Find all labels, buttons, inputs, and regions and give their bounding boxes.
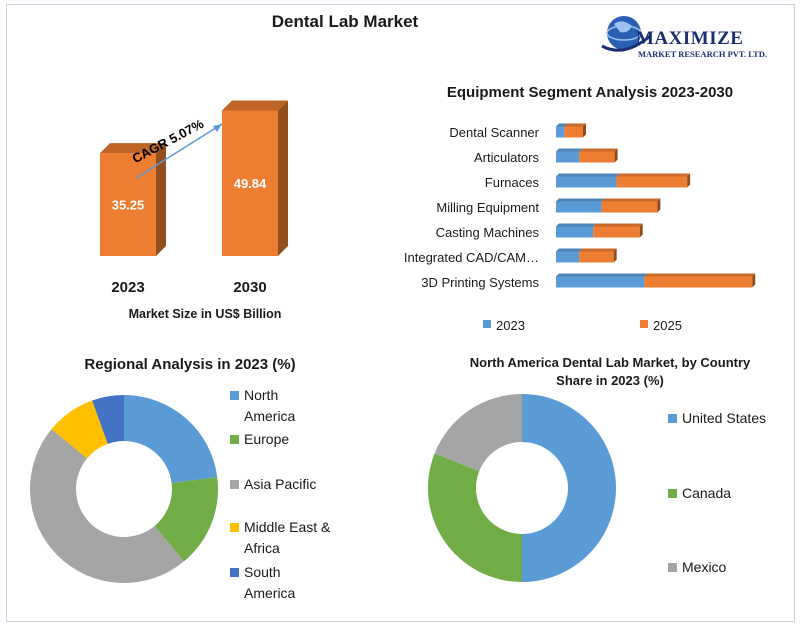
equipment-legend-label: 2023 (496, 318, 525, 333)
market-bar-top (100, 143, 166, 154)
na-chart-title: North America Dental Lab Market, by Coun… (445, 354, 775, 390)
equipment-bar-2023 (556, 251, 580, 263)
logo-subtitle: MARKET RESEARCH PVT. LTD. (638, 49, 768, 59)
equipment-bar-2025 (644, 276, 753, 288)
infographic-frame (6, 4, 795, 622)
market-bar-value: 35.25 (112, 198, 145, 213)
equipment-bar-2023 (556, 126, 565, 138)
equipment-bar-top (556, 148, 583, 152)
equipment-bar-2023 (556, 276, 645, 288)
regional-legend-swatch (230, 523, 239, 532)
equipment-bar-top (616, 173, 691, 177)
equipment-bar-2025 (579, 151, 615, 163)
equipment-bar-chart: Dental Scanner Articulators Furnaces Millin… (404, 123, 756, 333)
market-bar-side (156, 143, 166, 256)
market-bar-value: 49.84 (234, 176, 267, 191)
na-legend-swatch (668, 563, 677, 572)
equipment-bar-top (593, 223, 643, 227)
equipment-bar-top (579, 148, 618, 152)
equipment-bar-top (556, 273, 648, 277)
regional-slice (30, 429, 184, 583)
equipment-category-label: 3D Printing Systems (421, 275, 539, 290)
equipment-bar-top (556, 223, 597, 227)
logo-brand: MAXIMIZE (636, 28, 744, 49)
market-size-caption: Market Size in US$ Billion (128, 307, 282, 321)
regional-legend-swatch (230, 480, 239, 489)
equipment-category-label: Integrated CAD/CAM… (404, 250, 539, 265)
equipment-bar-side (582, 123, 586, 138)
equipment-bar-top (556, 248, 583, 252)
regional-legend-label: North America (244, 387, 296, 424)
equipment-chart-title: Equipment Segment Analysis 2023-2030 (446, 84, 734, 101)
na-legend-swatch (668, 414, 677, 423)
na-donut-chart (428, 394, 616, 582)
market-bar-top (222, 100, 288, 111)
na-slice (434, 394, 522, 472)
equipment-bar-2023 (556, 176, 617, 188)
equipment-bar-2025 (593, 226, 640, 238)
market-year-label: 2023 (111, 279, 144, 296)
equipment-bar-top (564, 123, 586, 127)
cagr-arrow (135, 123, 223, 179)
na-legend-swatch (668, 489, 677, 498)
market-year-label: 2030 (233, 279, 266, 296)
equipment-bar-side (639, 223, 643, 238)
equipment-bar-2025 (579, 251, 614, 263)
equipment-bar-top (601, 198, 661, 202)
equipment-bar-side (657, 198, 661, 213)
equipment-bar-top (579, 248, 617, 252)
equipment-bar-side (613, 248, 617, 263)
regional-legend-label: Middle East & Africa (244, 519, 331, 556)
globe-icon (601, 16, 651, 52)
equipment-category-label: Milling Equipment (436, 200, 539, 215)
equipment-bar-2025 (564, 126, 583, 138)
market-bar (222, 110, 278, 257)
cagr-arrow-head (213, 124, 222, 132)
regional-legend-swatch (230, 391, 239, 400)
equipment-bar-2025 (601, 201, 658, 213)
equipment-bar-2023 (556, 151, 580, 163)
regional-donut-chart (30, 395, 219, 583)
equipment-bar-top (556, 123, 568, 127)
regional-slice (92, 395, 124, 444)
regional-legend-swatch (230, 568, 239, 577)
equipment-category-label: Casting Machines (436, 225, 540, 240)
equipment-bar-side (752, 273, 756, 288)
equipment-bar-side (687, 173, 691, 188)
market-bar-side (278, 100, 288, 257)
market-bar (100, 153, 156, 256)
equipment-legend-label: 2025 (653, 318, 682, 333)
equipment-category-label: Furnaces (485, 175, 540, 190)
regional-legend-label: South America (244, 564, 296, 601)
na-title-line2: Share in 2023 (%) (556, 373, 664, 388)
regional-legend-label: Asia Pacific (244, 476, 317, 492)
equipment-category-label: Dental Scanner (449, 125, 539, 140)
equipment-legend-swatch (483, 320, 491, 328)
na-slice (428, 453, 522, 582)
equipment-category-label: Articulators (474, 150, 540, 165)
regional-legend-label: Europe (244, 431, 290, 447)
regional-slice (51, 400, 108, 459)
regional-slice (124, 395, 218, 483)
na-legend-label: United States (682, 410, 767, 426)
page-title: Dental Lab Market (271, 12, 419, 31)
na-slice (522, 394, 616, 582)
company-logo: MAXIMIZE MARKET RESEARCH PVT. LTD. (598, 6, 798, 64)
regional-legend-swatch (230, 435, 239, 444)
equipment-bar-2023 (556, 201, 602, 213)
na-title-line1: North America Dental Lab Market, by Coun… (469, 355, 751, 370)
equipment-bar-top (556, 173, 620, 177)
equipment-bar-2025 (616, 176, 688, 188)
equipment-legend-swatch (640, 320, 648, 328)
equipment-bar-2023 (556, 226, 594, 238)
regional-chart-title: Regional Analysis in 2023 (%) (84, 356, 296, 373)
equipment-bar-top (556, 198, 605, 202)
na-legend-label: Canada (682, 485, 732, 501)
regional-slice (154, 477, 219, 562)
equipment-bar-top (644, 273, 756, 277)
equipment-bar-side (614, 148, 618, 163)
na-legend-label: Mexico (682, 559, 727, 575)
